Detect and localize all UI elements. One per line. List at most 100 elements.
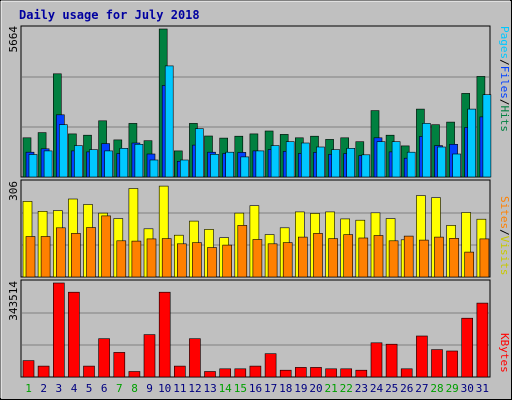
day-label-30: 30 xyxy=(461,382,474,395)
bar-pages-day-29 xyxy=(452,153,461,178)
bar-kbytes-day-18 xyxy=(279,369,292,378)
day-label-22: 22 xyxy=(340,382,353,395)
bar-sites-day-27 xyxy=(419,239,429,278)
bar-sites-day-2 xyxy=(40,236,51,278)
bar-sites-day-28 xyxy=(434,236,444,278)
day-label-11: 11 xyxy=(173,382,186,395)
day-label-31: 31 xyxy=(476,382,489,395)
bar-sites-day-31 xyxy=(479,238,490,278)
panel-middle: 306 Sites/Visits xyxy=(7,179,511,278)
bar-sites-day-12 xyxy=(192,242,202,278)
day-label-18: 18 xyxy=(279,382,292,395)
day-label-1: 1 xyxy=(25,382,32,395)
bar-pages-day-20 xyxy=(316,146,325,178)
bar-kbytes-day-22 xyxy=(340,368,353,378)
bar-kbytes-day-30 xyxy=(461,317,474,378)
bar-kbytes-day-29 xyxy=(446,350,458,378)
day-label-13: 13 xyxy=(203,382,216,395)
bar-pages-day-27 xyxy=(422,123,431,178)
day-label-23: 23 xyxy=(355,382,368,395)
bar-pages-day-24 xyxy=(376,141,386,178)
bar-sites-day-23 xyxy=(358,237,369,278)
bar-pages-day-14 xyxy=(225,151,234,178)
panel-bottom-ymax: 343514 xyxy=(7,281,20,321)
bar-sites-day-17 xyxy=(267,243,278,278)
day-label-24: 24 xyxy=(370,382,384,395)
bar-pages-day-5 xyxy=(89,149,98,178)
day-label-8: 8 xyxy=(131,382,138,395)
bar-kbytes-day-21 xyxy=(325,368,337,378)
bar-kbytes-day-27 xyxy=(416,335,428,378)
day-label-19: 19 xyxy=(294,382,307,395)
panel-middle-ymax: 306 xyxy=(7,181,20,201)
bar-sites-day-8 xyxy=(131,240,142,278)
panel-bottom-bg xyxy=(20,279,491,378)
bar-sites-day-16 xyxy=(252,239,263,278)
bar-sites-day-9 xyxy=(146,238,157,278)
bar-kbytes-day-3 xyxy=(52,282,65,378)
bar-kbytes-day-20 xyxy=(310,367,322,378)
bar-sites-day-5 xyxy=(86,227,96,278)
bar-pages-day-17 xyxy=(270,145,280,178)
bar-pages-day-7 xyxy=(119,148,129,178)
day-label-20: 20 xyxy=(309,382,322,395)
legend-item-1: / xyxy=(498,229,511,236)
x-axis-day-labels: 1 2 3 4 5 6 7 8 9 10 11 12 13 14 15 16 17 18 19 20 21 22 23 24 2… xyxy=(25,382,489,395)
bar-kbytes-day-31 xyxy=(476,302,489,378)
bar-kbytes-day-19 xyxy=(294,367,307,378)
day-label-10: 10 xyxy=(158,382,171,395)
bar-kbytes-day-11 xyxy=(174,365,186,378)
bar-pages-day-18 xyxy=(285,141,295,178)
bar-pages-day-28 xyxy=(437,146,446,178)
bar-sites-day-18 xyxy=(282,242,293,278)
bar-pages-day-10 xyxy=(164,65,174,178)
day-label-28: 28 xyxy=(430,382,443,395)
bar-kbytes-day-4 xyxy=(68,291,80,378)
legend-item-0: Sites xyxy=(498,196,511,229)
bar-pages-day-8 xyxy=(134,144,144,178)
bar-pages-day-21 xyxy=(331,149,340,178)
bar-sites-day-29 xyxy=(449,238,459,278)
bar-kbytes-day-13 xyxy=(204,371,216,378)
bar-sites-day-14 xyxy=(222,244,232,278)
day-label-2: 2 xyxy=(40,382,47,395)
legend-middle: Sites/Visits xyxy=(498,196,511,276)
panel-top: 5664 Pages/Files/Hits xyxy=(7,25,511,178)
bar-sites-day-6 xyxy=(101,215,111,278)
bar-sites-day-15 xyxy=(237,225,248,278)
day-label-16: 16 xyxy=(249,382,262,395)
bar-pages-day-12 xyxy=(195,128,204,178)
bar-pages-day-23 xyxy=(361,154,371,178)
day-label-17: 17 xyxy=(264,382,277,395)
legend-item-2: Files xyxy=(498,66,511,99)
day-label-21: 21 xyxy=(324,382,337,395)
day-label-14: 14 xyxy=(219,382,233,395)
bar-pages-day-2 xyxy=(43,150,53,178)
bar-sites-day-22 xyxy=(343,234,354,278)
day-label-6: 6 xyxy=(101,382,108,395)
day-label-7: 7 xyxy=(116,382,123,395)
bar-pages-day-6 xyxy=(104,150,113,178)
day-label-9: 9 xyxy=(146,382,153,395)
bar-sites-day-1 xyxy=(25,236,36,278)
bar-sites-day-25 xyxy=(388,240,399,278)
legend-item-0: KBytes xyxy=(498,333,511,373)
bar-kbytes-day-14 xyxy=(219,368,231,378)
bar-kbytes-day-23 xyxy=(355,369,368,378)
bar-kbytes-day-12 xyxy=(189,338,201,378)
bar-kbytes-day-1 xyxy=(22,360,35,378)
bar-kbytes-day-5 xyxy=(83,365,95,378)
bar-sites-day-11 xyxy=(177,243,187,278)
bar-pages-day-4 xyxy=(74,145,83,178)
bar-kbytes-day-17 xyxy=(264,353,277,378)
bar-pages-day-31 xyxy=(482,94,492,178)
day-label-26: 26 xyxy=(400,382,413,395)
day-label-5: 5 xyxy=(86,382,93,395)
day-label-25: 25 xyxy=(385,382,398,395)
bar-pages-day-1 xyxy=(28,154,38,178)
day-label-12: 12 xyxy=(188,382,201,395)
legend-item-4: Hits xyxy=(498,106,511,133)
legend-item-2: Visits xyxy=(498,236,511,276)
chart-title: Daily usage for July 2018 xyxy=(19,8,200,22)
bar-kbytes-day-10 xyxy=(158,291,171,378)
